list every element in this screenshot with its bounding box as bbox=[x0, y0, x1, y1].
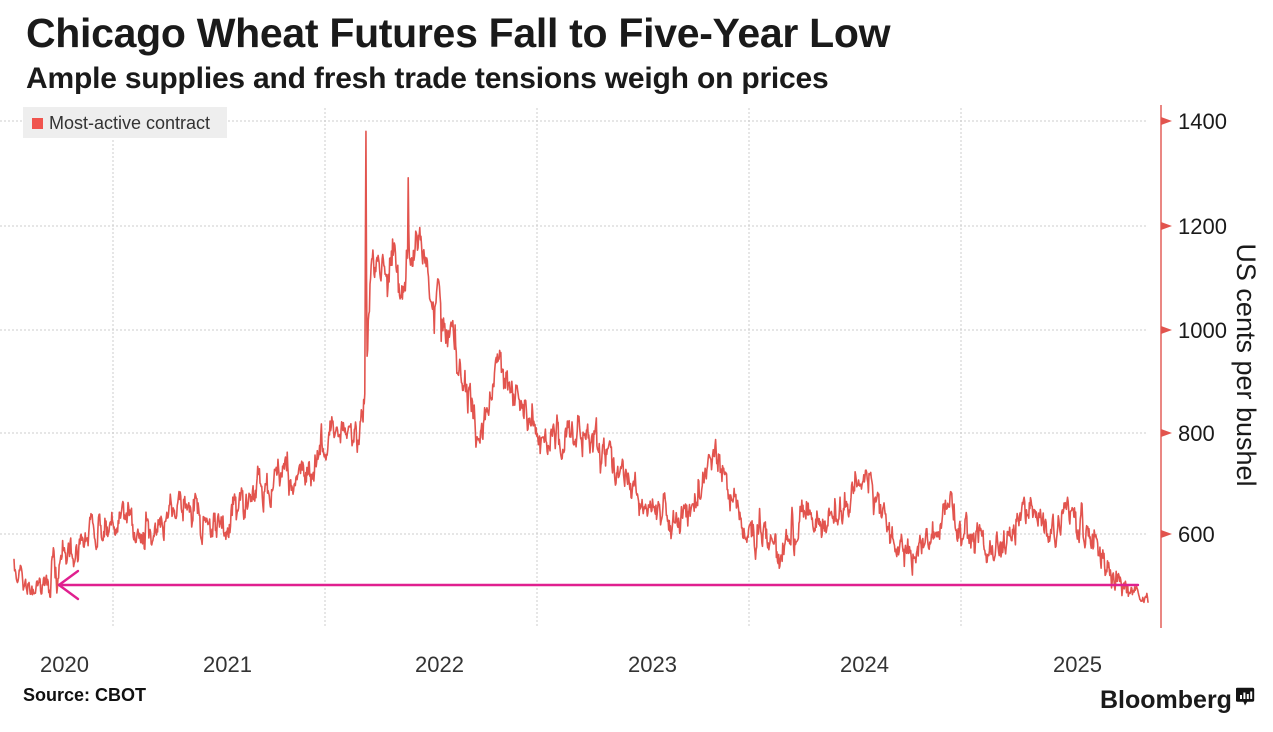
svg-text:2022: 2022 bbox=[415, 652, 464, 677]
svg-text:1000: 1000 bbox=[1178, 318, 1227, 343]
svg-text:US cents per bushel: US cents per bushel bbox=[1231, 243, 1261, 486]
svg-text:800: 800 bbox=[1178, 421, 1215, 446]
svg-text:2025: 2025 bbox=[1053, 652, 1102, 677]
svg-text:2021: 2021 bbox=[203, 652, 252, 677]
svg-text:600: 600 bbox=[1178, 522, 1215, 547]
svg-text:2023: 2023 bbox=[628, 652, 677, 677]
svg-text:2024: 2024 bbox=[840, 652, 889, 677]
svg-text:1400: 1400 bbox=[1178, 109, 1227, 134]
svg-text:2020: 2020 bbox=[40, 652, 89, 677]
svg-text:1200: 1200 bbox=[1178, 214, 1227, 239]
